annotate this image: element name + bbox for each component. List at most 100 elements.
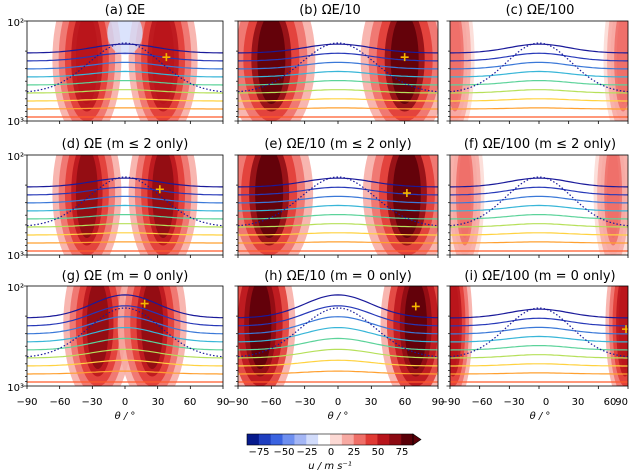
contour-f-3 [450, 223, 628, 228]
contour-i-1 [450, 372, 628, 375]
contour-d-5 [27, 204, 223, 212]
contour-e-6 [238, 195, 438, 204]
contour-g-5 [27, 327, 223, 343]
contour-a-3 [27, 89, 223, 94]
panel-g [27, 286, 223, 386]
panel-f [450, 155, 628, 255]
contour-e-4 [238, 214, 438, 220]
contour-a-8 [27, 43, 223, 54]
colorbar-label: u / m s⁻¹ [308, 461, 351, 472]
contour-f-7 [450, 186, 628, 196]
contour-h-5 [238, 327, 438, 343]
y-tick-top-row3: 10² [7, 283, 24, 294]
x-tick-col1-0: −90 [16, 397, 37, 408]
colorbar-swatch-11 [377, 434, 390, 445]
panel-title-i: (i) ΩE/100 (m = 0 only) [464, 269, 615, 284]
jet-g-0-level-4 [86, 286, 109, 369]
contour-d-4 [27, 214, 223, 220]
x-tick-col3-3: 0 [543, 397, 549, 408]
contour-c-8 [450, 43, 628, 54]
contour-i-8 [450, 308, 628, 319]
tropopause-d [27, 176, 223, 227]
y-tick-bottom-row3: 10³ [7, 383, 24, 394]
contour-d-3 [27, 223, 223, 228]
panel-d [27, 155, 223, 255]
contour-a-6 [27, 61, 223, 70]
contour-d-2 [27, 232, 223, 236]
colorbar-frame [246, 433, 414, 446]
tropopause-e [238, 176, 438, 227]
contour-c-1 [450, 107, 628, 110]
tropopause-g [27, 307, 223, 358]
panel-i [450, 286, 628, 386]
x-axis-label-col1: θ / ° [115, 411, 136, 422]
contour-a-2 [27, 98, 223, 102]
contour-b-5 [238, 70, 438, 78]
colorbar-tick-2: −25 [296, 447, 317, 458]
panel-title-d: (d) ΩE (m ≤ 2 only) [62, 137, 189, 152]
contour-f-8 [450, 177, 628, 188]
contour-g-7 [27, 305, 223, 327]
colorbar-swatch-1 [258, 434, 272, 445]
contour-g-8 [27, 294, 223, 319]
contour-e-2 [238, 232, 438, 236]
tropopause-h [238, 307, 438, 358]
x-tick-col2-0: −90 [227, 397, 248, 408]
colorbar-tick-5: 50 [372, 447, 385, 458]
colorbar-swatch-3 [282, 434, 295, 445]
jet-max-marker-b [400, 53, 409, 62]
jet-max-marker-a [162, 53, 171, 62]
contour-b-6 [238, 61, 438, 70]
jet-max-marker-h [411, 302, 420, 311]
contour-i-6 [450, 326, 628, 335]
contour-c-2 [450, 98, 628, 102]
panel-title-g: (g) ΩE (m = 0 only) [62, 269, 189, 284]
jet-f-0-level-4 [458, 155, 472, 238]
contour-a-1 [27, 107, 223, 110]
x-tick-col3-0: −90 [439, 397, 460, 408]
jet-max-marker-d [155, 185, 164, 194]
x-tick-col3-2: −30 [503, 397, 524, 408]
jet-b-0-level-4 [257, 21, 286, 104]
contour-b-3 [238, 89, 438, 94]
panel-h [238, 286, 438, 386]
jet-max-marker-i [622, 325, 628, 334]
x-tick-col2-2: −30 [294, 397, 315, 408]
contour-e-5 [238, 204, 438, 212]
panel-title-a: (a) ΩE [105, 3, 145, 18]
panel-title-e: (e) ΩE/10 (m ≤ 2 only) [264, 137, 411, 152]
colorbar-swatch-2 [270, 434, 283, 445]
contour-h-6 [238, 316, 438, 335]
colorbar-swatch-13 [401, 434, 414, 445]
tropopause-b [238, 42, 438, 93]
jet-h-0-level-4 [249, 286, 272, 369]
x-tick-col1-4: 30 [152, 397, 165, 408]
contour-e-3 [238, 223, 438, 228]
colorbar-swatch-7 [330, 434, 343, 445]
jet-c-1-level-4 [616, 21, 628, 104]
jet-b-1-level-4 [390, 21, 419, 104]
colorbar-swatch-0 [247, 434, 260, 445]
x-tick-col1-1: −60 [49, 397, 70, 408]
x-tick-col1-6: 90 [217, 397, 230, 408]
contour-i-3 [450, 354, 628, 359]
contour-a-5 [27, 70, 223, 78]
x-axis-label-col3: θ / ° [530, 411, 551, 422]
contour-d-1 [27, 241, 223, 244]
jet-i-1-level-4 [618, 286, 628, 369]
colorbar-tick-0: −75 [248, 447, 269, 458]
contour-c-7 [450, 52, 628, 62]
y-tick-bottom-row1: 10³ [7, 117, 24, 128]
contour-b-1 [238, 107, 438, 110]
contour-a-7 [27, 52, 223, 62]
x-tick-col1-3: 0 [122, 397, 128, 408]
contour-h-2 [238, 359, 438, 367]
contour-h-8 [238, 294, 438, 319]
contour-e-1 [238, 241, 438, 244]
contour-e-7 [238, 186, 438, 196]
x-tick-col1-5: 60 [184, 397, 197, 408]
contour-i-7 [450, 317, 628, 327]
contour-e-8 [238, 177, 438, 188]
contour-f-1 [450, 241, 628, 244]
